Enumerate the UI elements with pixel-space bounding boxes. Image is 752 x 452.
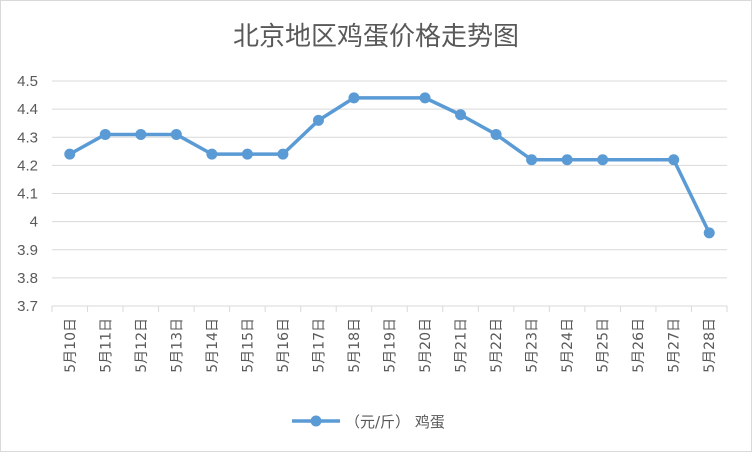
gridlines [52,80,727,307]
x-tick-label: 5月24日 [560,318,576,373]
data-point [490,128,502,140]
series-egg-price [64,92,715,239]
y-tick-label: 4.2 [17,157,38,174]
data-point [703,227,715,239]
x-tick-label: 5月28日 [702,318,718,373]
legend: （元/斤） 鸡蛋 [292,413,445,431]
x-tick-label: 5月10日 [63,318,79,373]
chart-title: 北京地区鸡蛋价格走势图 [233,22,519,52]
data-point [419,92,431,104]
data-point [455,109,467,121]
y-tick-label: 3.7 [17,298,38,315]
y-tick-label: 4.1 [17,186,38,203]
x-tick-label: 5月21日 [454,318,470,373]
data-point [135,128,147,140]
data-point [668,154,680,166]
x-tick-label: 5月17日 [311,318,327,373]
x-tick-label: 5月22日 [489,318,505,373]
x-tick-label: 5月27日 [667,318,683,373]
data-point [241,148,253,160]
x-tick-label: 5月16日 [276,318,292,373]
x-tick-label: 5月18日 [347,318,363,373]
data-point [170,128,182,140]
y-tick-label: 4.3 [17,129,38,146]
y-tick-label: 4.5 [17,73,38,90]
y-tick-label: 3.8 [17,270,38,287]
data-point [561,154,573,166]
x-tick-label: 5月13日 [169,318,185,373]
x-tick-label: 5月19日 [383,318,399,373]
data-point [277,148,289,160]
x-tick-label: 5月11日 [98,318,114,373]
data-point [99,128,111,140]
x-tick-label: 5月15日 [240,318,256,373]
data-point [312,114,324,126]
data-point [597,154,609,166]
y-tick-label: 3.9 [17,242,38,259]
y-tick-label: 4 [30,214,38,231]
legend-label: （元/斤） 鸡蛋 [345,413,445,431]
x-tick-label: 5月26日 [631,318,647,373]
x-axis-ticks: 5月10日 5月11日 5月12日 5月13日 5月14日 5月15日 5月16日 5月17日… [51,306,728,373]
data-point [206,148,218,160]
data-point [526,154,538,166]
data-point [64,148,76,160]
x-tick-label: 5月20日 [418,318,434,373]
x-tick-label: 5月25日 [596,318,612,373]
x-tick-label: 5月14日 [205,318,221,373]
legend-marker-swatch [310,415,322,427]
y-tick-label: 4.4 [17,101,38,118]
x-tick-label: 5月23日 [525,318,541,373]
y-axis-ticks: 4.5 4.4 4.3 4.2 4.1 4 3.9 3.8 3.7 [17,73,38,315]
x-tick-label: 5月12日 [134,318,150,373]
data-point [348,92,360,104]
